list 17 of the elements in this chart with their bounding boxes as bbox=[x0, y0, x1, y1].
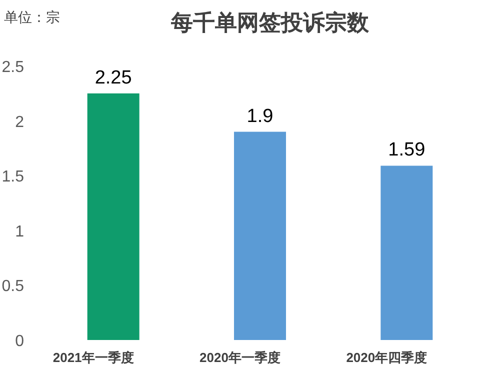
y-tick-label: 1.5 bbox=[2, 168, 24, 186]
bar bbox=[234, 132, 286, 340]
data-label: 2.25 bbox=[94, 67, 132, 88]
y-tick-label: 0 bbox=[15, 333, 24, 350]
bar bbox=[87, 93, 140, 340]
data-label: 1.59 bbox=[388, 140, 426, 161]
data-label: 1.9 bbox=[246, 106, 274, 127]
x-tick-label: 2021年一季度 bbox=[52, 350, 134, 365]
x-tick-label: 2020年一季度 bbox=[200, 350, 280, 365]
y-tick-label: 2 bbox=[15, 114, 24, 131]
bar bbox=[380, 166, 433, 340]
text: 单位：宗 bbox=[4, 9, 60, 25]
y-tick-label: 2.5 bbox=[2, 59, 24, 76]
chart-title: 每千单网签投诉宗数 bbox=[170, 10, 370, 35]
x-tick-label: 2020年四季度 bbox=[346, 350, 428, 365]
y-tick-label: 0.5 bbox=[2, 278, 24, 296]
y-tick-label: 1 bbox=[15, 223, 24, 240]
